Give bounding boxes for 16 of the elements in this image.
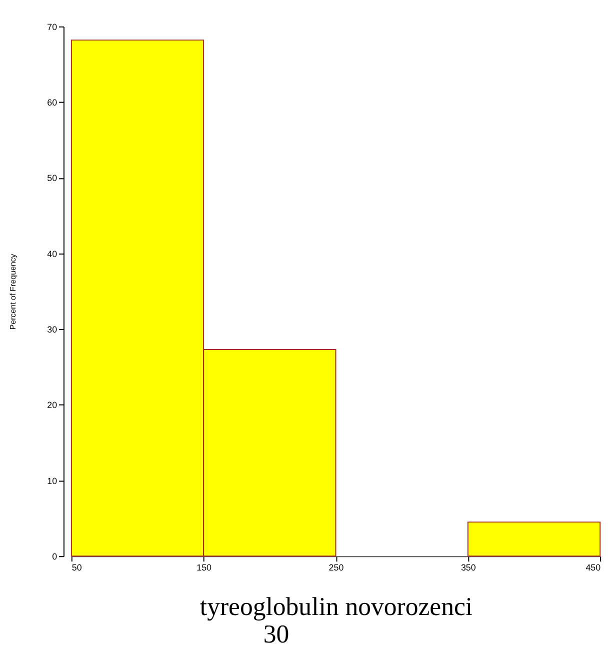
y-tick-label: 10 [47, 476, 58, 486]
y-tick-label: 20 [47, 400, 58, 410]
y-tick-label: 0 [52, 552, 58, 562]
x-tick-label: 250 [328, 562, 344, 572]
text: 30 [263, 619, 290, 648]
y-tick-label: 40 [47, 248, 58, 259]
y-tick-label: 60 [47, 98, 58, 108]
x-tick-label: 150 [196, 562, 212, 572]
x-axis-title: tyreoglobulin novorozenci [200, 592, 473, 622]
y-tick-label: 50 [47, 173, 58, 184]
x-tick-label: 450 [586, 562, 601, 572]
x-tick-label: 350 [460, 562, 476, 572]
y-axis-title: Percent of Frequency [8, 254, 18, 330]
y-tick-label: 30 [47, 324, 58, 335]
x-tick-label: 50 [72, 562, 82, 572]
y-tick-label: 70 [47, 22, 58, 32]
